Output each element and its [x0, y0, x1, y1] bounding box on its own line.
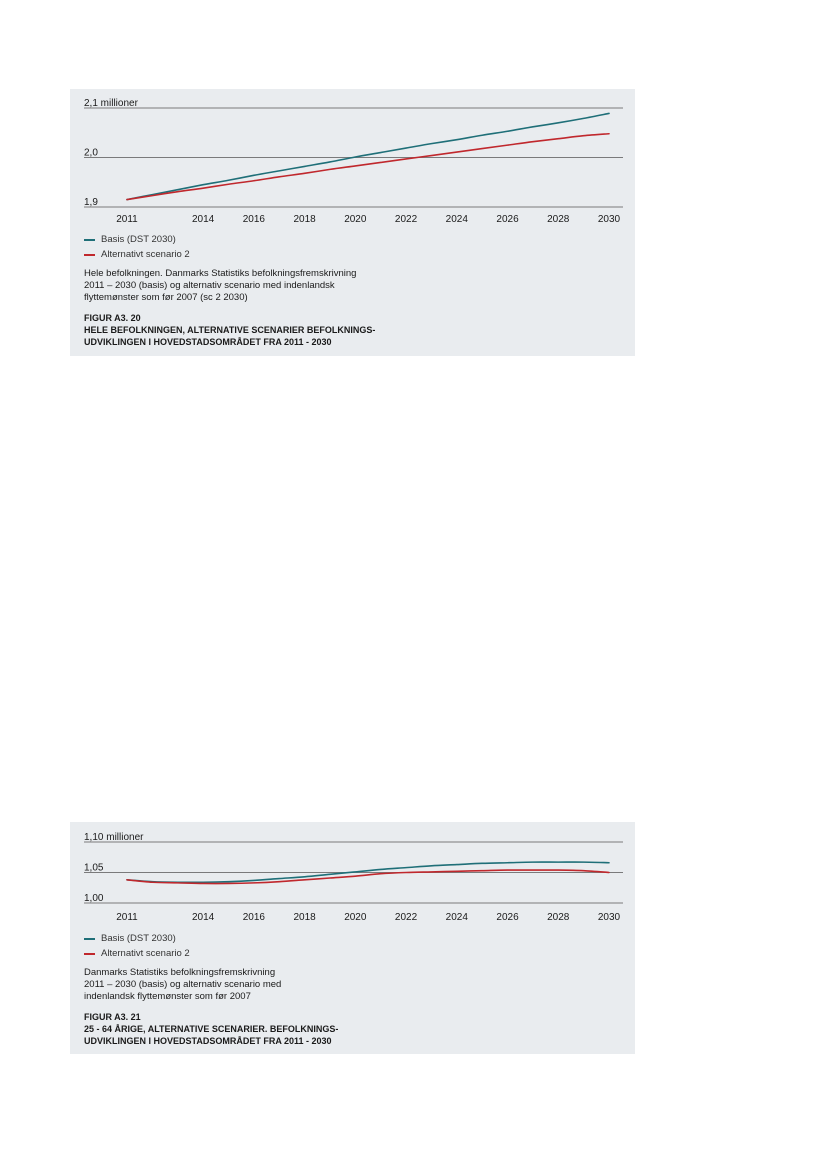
series-line [126, 112, 610, 201]
x-tick-label: 2011 [116, 214, 138, 225]
x-tick-label: 2014 [192, 214, 215, 225]
x-tick-label: 2024 [446, 214, 469, 225]
series-line [126, 869, 610, 885]
figure-title-line: HELE BEFOLKNINGEN, ALTERNATIVE SCENARIER… [84, 325, 376, 335]
description-line: indenlandsk flyttemønster som før 2007 [84, 991, 251, 1002]
description-line: flyttemønster som før 2007 (sc 2 2030) [84, 292, 248, 303]
legend-item-basis: Basis (DST 2030) [84, 931, 190, 946]
y-tick-label: 1,10 millioner [84, 832, 144, 843]
x-tick-label: 2024 [446, 912, 469, 923]
legend: Basis (DST 2030) Alternativt scenario 2 [84, 232, 190, 262]
figure-title-line: UDVIKLINGEN I HOVEDSTADSOMRÅDET FRA 2011… [84, 1036, 332, 1046]
x-tick-label: 2014 [192, 912, 215, 923]
legend-label-alternative: Alternativt scenario 2 [101, 948, 190, 959]
x-tick-label: 2020 [344, 214, 367, 225]
x-tick-label: 2011 [116, 912, 138, 923]
figure-number: FIGUR A3. 21 [84, 1012, 141, 1022]
y-tick-label: 1,9 [84, 197, 98, 208]
y-tick-label: 1,00 [84, 893, 104, 904]
x-tick-label: 2022 [395, 912, 418, 923]
x-tick-label: 2022 [395, 214, 418, 225]
figure-title-line: UDVIKLINGEN I HOVEDSTADSOMRÅDET FRA 2011… [84, 337, 332, 347]
x-tick-label: 2030 [598, 214, 621, 225]
x-tick-label: 2028 [547, 912, 570, 923]
x-tick-label: 2030 [598, 912, 621, 923]
x-tick-label: 2028 [547, 214, 570, 225]
legend-label-alternative: Alternativt scenario 2 [101, 249, 190, 260]
y-tick-label: 2,1 millioner [84, 98, 139, 109]
x-tick-label: 2026 [496, 912, 519, 923]
figure-panel: 1,9 2,0 2,1 millioner 2011 2014 2016 2018 2020 2… [70, 89, 635, 356]
figure-description: Danmarks Statistiks befolkningsfremskriv… [84, 967, 394, 1003]
y-tick-label: 2,0 [84, 148, 98, 159]
x-tick-label: 2026 [496, 214, 519, 225]
x-tick-label: 2016 [243, 912, 266, 923]
legend-item-basis: Basis (DST 2030) [84, 232, 190, 247]
figure-caption: FIGUR A3. 20 HELE BEFOLKNINGEN, ALTERNAT… [84, 312, 375, 348]
x-tick-label: 2016 [243, 214, 266, 225]
figure-caption: FIGUR A3. 21 25 - 64 ÅRIGE, ALTERNATIVE … [84, 1011, 338, 1047]
line-chart: 1,9 2,0 2,1 millioner 2011 2014 2016 2018 2020 2… [84, 98, 623, 225]
line-chart: 1,00 1,05 1,10 millioner 2011 2014 2016 2018 20… [84, 832, 623, 923]
description-line: 2011 – 2030 (basis) og alternativ scenar… [84, 979, 282, 990]
x-tick-label: 2020 [344, 912, 367, 923]
figure-title-line: 25 - 64 ÅRIGE, ALTERNATIVE SCENARIER. BE… [84, 1024, 339, 1034]
legend-swatch-alternative [84, 253, 95, 256]
legend-swatch-basis [84, 238, 95, 241]
figure-number: FIGUR A3. 20 [84, 313, 141, 323]
legend-label-basis: Basis (DST 2030) [101, 933, 176, 944]
legend-item-alternative: Alternativt scenario 2 [84, 946, 190, 961]
series-line [126, 132, 610, 201]
description-line: 2011 – 2030 (basis) og alternativ scenar… [84, 280, 335, 291]
legend-label-basis: Basis (DST 2030) [101, 234, 176, 245]
figure-description: Hele befolkningen. Danmarks Statistiks b… [84, 268, 394, 304]
y-tick-label: 1,05 [84, 863, 104, 874]
legend-swatch-alternative [84, 952, 95, 955]
legend-swatch-basis [84, 937, 95, 940]
series-line [126, 861, 610, 884]
legend: Basis (DST 2030) Alternativt scenario 2 [84, 931, 190, 961]
description-line: Danmarks Statistiks befolkningsfremskriv… [84, 967, 276, 978]
x-tick-label: 2018 [293, 912, 316, 923]
figure-panel: 1,00 1,05 1,10 millioner 2011 2014 2016 2018 20… [70, 822, 635, 1054]
x-tick-label: 2018 [293, 214, 316, 225]
description-line: Hele befolkningen. Danmarks Statistiks b… [84, 268, 357, 279]
legend-item-alternative: Alternativt scenario 2 [84, 247, 190, 262]
